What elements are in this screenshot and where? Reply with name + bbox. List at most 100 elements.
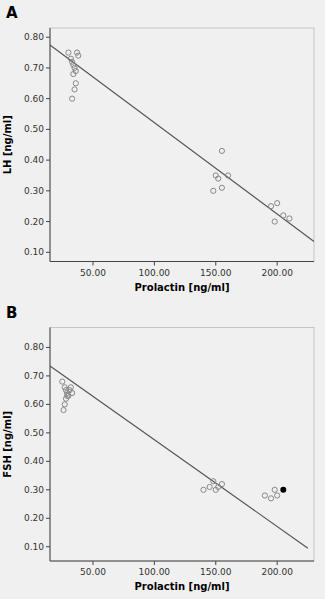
x-axis-label: Prolactin [ng/ml] xyxy=(135,581,230,592)
y-tick-label: 0.40 xyxy=(24,155,44,165)
scatter-point xyxy=(70,390,75,395)
plot-frame xyxy=(50,328,314,562)
plot-frame xyxy=(50,28,314,262)
y-tick-label: 0.30 xyxy=(24,186,44,196)
x-tick xyxy=(154,262,155,266)
y-tick xyxy=(46,129,50,130)
scatter-point xyxy=(76,53,81,58)
x-tick xyxy=(277,561,278,565)
x-tick-label: 150.00 xyxy=(200,268,232,278)
x-tick-label: 100.00 xyxy=(139,268,171,278)
scatter-point xyxy=(216,176,221,181)
x-axis-line xyxy=(50,261,314,262)
y-tick xyxy=(46,37,50,38)
y-tick xyxy=(46,518,50,519)
y-tick-label: 0.20 xyxy=(24,513,44,523)
x-axis-line xyxy=(50,561,314,562)
y-axis-line xyxy=(50,328,51,562)
y-axis-label: FSH [ng/ml] xyxy=(2,411,13,478)
y-tick-label: 0.40 xyxy=(24,456,44,466)
x-tick xyxy=(154,561,155,565)
y-tick xyxy=(46,190,50,191)
y-tick-label: 0.50 xyxy=(24,428,44,438)
scatter-point xyxy=(272,219,277,224)
scatter-point xyxy=(71,71,76,76)
scatter-point xyxy=(74,50,79,55)
y-tick xyxy=(46,160,50,161)
scatter-point xyxy=(70,96,75,101)
y-tick-label: 0.10 xyxy=(24,247,44,257)
y-tick-label: 0.50 xyxy=(24,124,44,134)
y-tick xyxy=(46,67,50,68)
scatter-point xyxy=(66,50,71,55)
scatter-point xyxy=(73,81,78,86)
scatter-point xyxy=(281,213,286,218)
scatter-point xyxy=(70,59,75,64)
x-tick xyxy=(215,262,216,266)
scatter-point xyxy=(71,62,76,67)
y-tick xyxy=(46,347,50,348)
scatter-point xyxy=(262,493,267,498)
scatter-point xyxy=(72,65,77,70)
scatter-point xyxy=(65,393,70,398)
x-tick xyxy=(92,561,93,565)
x-tick xyxy=(92,262,93,266)
scatter-point xyxy=(72,87,77,92)
scatter-point xyxy=(211,188,216,193)
y-tick-label: 0.60 xyxy=(24,94,44,104)
y-tick xyxy=(46,98,50,99)
scatter-point xyxy=(219,185,224,190)
x-tick-label: 200.00 xyxy=(261,567,293,577)
x-axis-label: Prolactin [ng/ml] xyxy=(135,282,230,293)
y-tick xyxy=(46,432,50,433)
panel: B 50.00 100.00 150.00 200.00 0.10 0.20 0.30 0.40… xyxy=(2,304,314,593)
y-tick-label: 0.80 xyxy=(24,32,44,42)
scatter-point xyxy=(280,487,286,493)
scatter-point xyxy=(60,379,65,384)
regression-line xyxy=(50,366,308,548)
y-tick xyxy=(46,252,50,253)
y-tick-label: 0.20 xyxy=(24,217,44,227)
scatter-point xyxy=(287,216,292,221)
scatter-point xyxy=(268,204,273,209)
scatter-point xyxy=(211,479,216,484)
y-tick xyxy=(46,489,50,490)
y-tick xyxy=(46,461,50,462)
x-tick-label: 200.00 xyxy=(261,268,293,278)
scatter-point xyxy=(272,487,277,492)
y-tick-label: 0.60 xyxy=(24,399,44,409)
y-axis-line xyxy=(50,28,51,262)
scatter-point xyxy=(275,201,280,206)
x-tick-label: 150.00 xyxy=(200,567,232,577)
scatter-point xyxy=(61,407,66,412)
y-tick-label: 0.70 xyxy=(24,371,44,381)
scatter-point xyxy=(275,493,280,498)
scatter-point xyxy=(62,402,67,407)
regression-line xyxy=(50,45,314,242)
y-tick xyxy=(46,375,50,376)
scatter-point xyxy=(201,487,206,492)
scatter-point xyxy=(268,496,273,501)
x-tick-label: 50.00 xyxy=(80,567,106,577)
panel-label: B xyxy=(6,304,17,322)
scatter-point xyxy=(207,484,212,489)
y-axis-label: LH [ng/ml] xyxy=(2,115,13,174)
plot-area xyxy=(50,366,308,548)
y-tick-label: 0.80 xyxy=(24,342,44,352)
y-tick xyxy=(46,221,50,222)
panel-label: A xyxy=(6,4,18,22)
x-tick xyxy=(215,561,216,565)
scatter-point xyxy=(219,148,224,153)
scatter-point xyxy=(68,56,73,61)
scatter-point xyxy=(225,173,230,178)
scatter-point xyxy=(68,385,73,390)
figure: A 50.00 100.00 150.00 200.00 0.10 0.20 0.30 0.40… xyxy=(0,0,325,599)
scatter-point xyxy=(219,482,224,487)
y-tick-label: 0.10 xyxy=(24,542,44,552)
y-tick xyxy=(46,546,50,547)
y-tick-label: 0.30 xyxy=(24,485,44,495)
x-tick xyxy=(277,262,278,266)
y-tick-label: 0.70 xyxy=(24,63,44,73)
x-tick-label: 100.00 xyxy=(139,567,171,577)
y-tick xyxy=(46,404,50,405)
